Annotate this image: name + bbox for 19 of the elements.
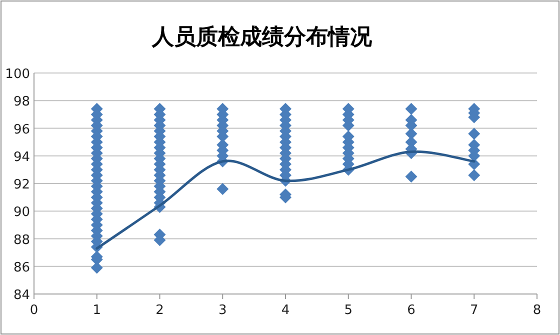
x-tick-label: 6	[407, 303, 416, 318]
y-tick-label: 100	[5, 67, 30, 82]
y-tick-label: 84	[13, 288, 30, 303]
x-tick-label: 8	[532, 303, 542, 318]
chart-title: 人员质检成绩分布情况	[151, 25, 373, 50]
y-tick-label: 88	[13, 232, 30, 248]
x-tick-label: 4	[281, 303, 290, 318]
y-tick-label: 94	[13, 150, 30, 165]
x-tick-label: 2	[156, 303, 164, 318]
x-tick-label: 7	[470, 303, 478, 318]
y-tick-label: 86	[13, 260, 30, 276]
x-tick-label: 5	[344, 303, 353, 318]
y-tick-label: 96	[13, 122, 30, 138]
x-tick-label: 0	[30, 303, 38, 318]
x-tick-label: 3	[218, 303, 227, 318]
y-tick-label: 92	[13, 178, 30, 192]
y-tick-label: 90	[13, 205, 30, 220]
y-tick-label: 98	[13, 94, 30, 110]
x-tick-label: 1	[92, 303, 102, 318]
